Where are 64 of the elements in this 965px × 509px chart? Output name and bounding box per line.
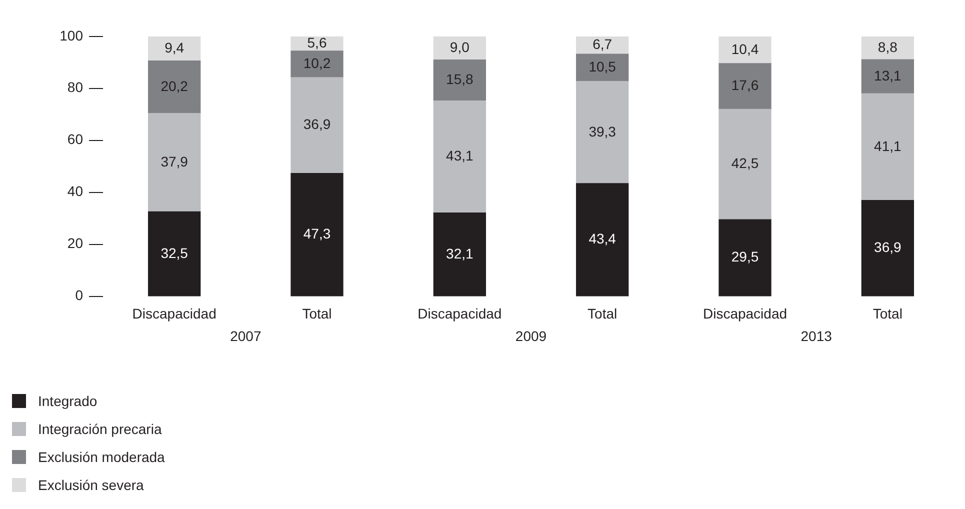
bar [148,211,201,296]
data-label: 13,1 [874,67,902,84]
data-label: 47,3 [303,226,331,242]
y-tick-label: 40 [67,183,84,200]
data-label: 42,5 [731,155,759,172]
bar [148,112,201,212]
bar [433,36,486,60]
data-label: 20,2 [160,78,188,94]
legend-label: Exclusión severa [38,477,144,493]
bar [576,54,629,82]
data-label: 10,5 [588,58,616,75]
x-tick-label: Total [872,305,902,322]
bar [290,50,344,78]
bar [433,100,486,214]
y-tick-label: 20 [67,235,84,252]
bar [148,36,201,62]
data-label: 32,5 [160,244,188,261]
x-tick-label: Discapacidad [132,305,216,322]
data-label: 9,0 [450,38,470,55]
x-tick-label: Total [588,305,618,322]
data-label: 43,1 [446,148,474,164]
bar [576,81,629,184]
data-label: 10,4 [731,40,759,57]
y-tick-label: 0 [75,287,84,304]
y-tick-label: 60 [67,131,84,148]
bar [718,108,772,220]
data-label: 36,9 [303,116,331,132]
data-label: 29,5 [731,248,759,265]
data-label: 5,6 [307,34,327,51]
data-label: 41,1 [874,138,902,154]
text: 2007 [230,328,262,344]
data-label: 17,6 [731,77,759,94]
data-label: 10,2 [303,55,331,72]
y-tick-label: 100 [60,27,84,44]
data-label: 37,9 [160,153,188,170]
bar [718,63,772,110]
bar [576,183,629,296]
bar [433,212,486,296]
bar [861,93,914,201]
bar [861,200,914,296]
legend-label: Exclusión moderada [38,449,165,465]
data-label: 8,8 [878,38,898,55]
data-label: 32,1 [446,245,474,262]
legend-label: Integración precaria [38,421,162,437]
bar [148,60,201,114]
text: 2013 [800,328,832,344]
data-label: 15,8 [446,71,474,88]
data-label: 6,7 [592,36,612,52]
bar [290,172,344,296]
x-tick-label: Total [302,305,332,322]
bar [861,59,914,94]
data-label: 9,4 [164,39,184,56]
bar [433,59,486,102]
x-tick-label: Discapacidad [702,305,788,322]
legend-label: Integrado [38,393,98,409]
bar [290,77,344,174]
bar [718,219,772,296]
x-tick-label: Discapacidad [418,305,502,322]
y-tick-label: 80 [67,79,84,96]
data-label: 36,9 [874,239,902,256]
text: 2009 [515,328,547,344]
data-label: 43,4 [588,230,616,247]
data-label: 39,3 [588,123,616,140]
bar [718,36,772,64]
